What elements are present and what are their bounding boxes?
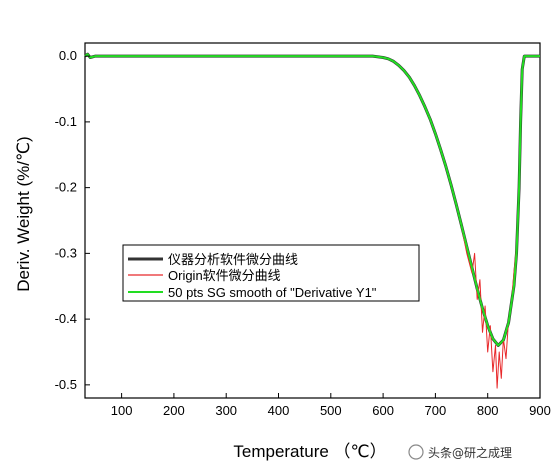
x-tick-label: 100 (111, 403, 133, 418)
y-tick-label: 0.0 (59, 48, 77, 63)
y-tick-label: -0.5 (55, 377, 77, 392)
x-axis-title: Temperature （℃） (233, 442, 386, 461)
y-tick-label: -0.4 (55, 311, 77, 326)
x-tick-label: 900 (529, 403, 551, 418)
y-tick-label: -0.1 (55, 114, 77, 129)
y-tick-label: -0.2 (55, 180, 77, 195)
plot-frame (84, 42, 541, 399)
y-axis-ticks: 0.0 -0.1 -0.2 -0.3 -0.4 -0.5 (55, 48, 90, 392)
x-tick-label: 300 (215, 403, 237, 418)
series-line-1 (84, 52, 540, 347)
x-tick-label: 800 (477, 403, 499, 418)
watermark-text: 头条@研之成理 (428, 446, 512, 460)
series-line-3 (84, 53, 540, 347)
x-tick-label: 700 (425, 403, 447, 418)
watermark: 头条@研之成理 (408, 444, 512, 460)
watermark-logo-icon (408, 444, 424, 460)
x-axis-ticks: 100 200 300 400 500 600 700 800 900 (111, 393, 551, 418)
series-line-2 (84, 53, 540, 389)
x-tick-label: 400 (268, 403, 290, 418)
legend: 仪器分析软件微分曲线 Origin软件微分曲线 50 pts SG smooth… (122, 244, 420, 302)
legend-label-series-2: Origin软件微分曲线 (168, 268, 281, 283)
legend-label-series-1: 仪器分析软件微分曲线 (168, 252, 298, 267)
x-tick-label: 500 (320, 403, 342, 418)
x-tick-label: 200 (163, 403, 185, 418)
y-tick-label: -0.3 (55, 245, 77, 260)
series-layer (84, 52, 540, 389)
y-axis-title: Deriv. Weight (%/℃) (14, 136, 33, 291)
x-tick-label: 600 (372, 403, 394, 418)
legend-box (122, 244, 420, 302)
legend-label-series-3: 50 pts SG smooth of "Derivative Y1" (168, 285, 377, 300)
